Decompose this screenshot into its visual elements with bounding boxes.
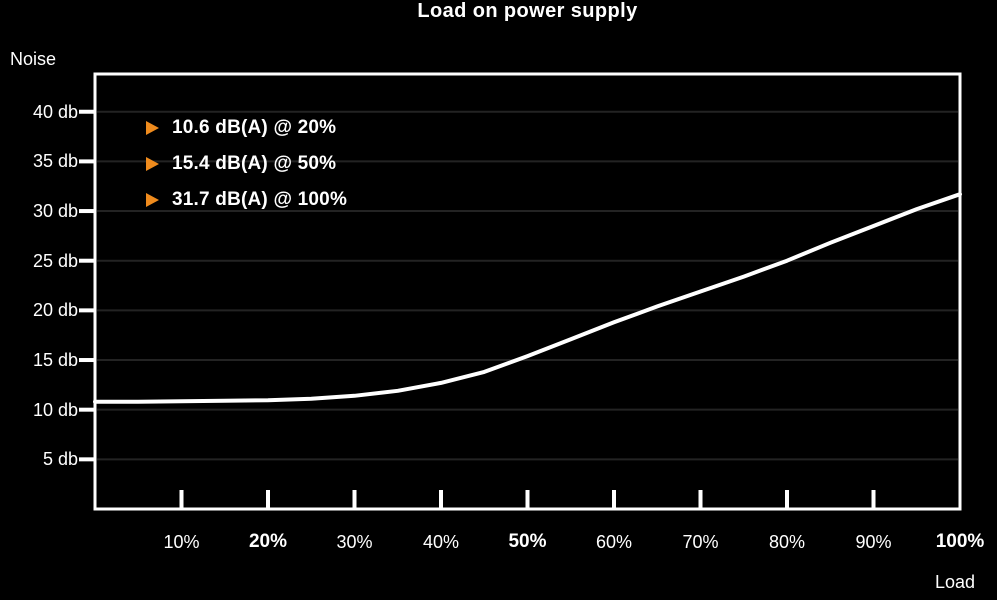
y-axis-label: 30 db xyxy=(32,201,78,222)
axis-box xyxy=(93,72,962,511)
legend-text: 31.7 dB(A) @ 100% xyxy=(172,189,348,210)
y-axis-label: 40 db xyxy=(32,101,78,122)
chart-title: Load on power supply xyxy=(417,0,638,22)
legend-item: 31.7 dB(A) @ 100% xyxy=(146,182,347,218)
legend: 10.6 dB(A) @ 20% 15.4 dB(A) @ 50% 31.7 dB(… xyxy=(146,110,347,218)
y-axis-label: 25 db xyxy=(32,250,78,271)
right-triangle-icon xyxy=(146,157,159,171)
legend-item: 10.6 dB(A) @ 20% xyxy=(146,110,347,146)
x-axis-label: 80% xyxy=(768,532,806,552)
x-axis-label: 10% xyxy=(163,532,200,552)
legend-text: 15.4 dB(A) @ 50% xyxy=(172,153,337,174)
x-axis-title: Load xyxy=(934,572,975,592)
x-axis-label: 40% xyxy=(422,532,460,552)
noise-curve xyxy=(93,192,962,404)
y-axis-label: 5 db xyxy=(42,449,78,470)
x-axis-label: 50% xyxy=(508,531,547,552)
x-axis-label: 70% xyxy=(682,532,719,552)
x-axis-label: 30% xyxy=(336,532,373,552)
x-axis-label: 90% xyxy=(855,532,892,552)
legend-item: 15.4 dB(A) @ 50% xyxy=(146,146,347,182)
y-axis-label: 35 db xyxy=(32,151,78,172)
legend-text: 10.6 dB(A) @ 20% xyxy=(172,117,337,138)
y-axis-label: 15 db xyxy=(32,350,78,371)
y-axis-label: 10 db xyxy=(32,399,78,420)
x-axis-label: 60% xyxy=(595,532,633,552)
y-axis-label: 20 db xyxy=(32,300,78,321)
x-axis-label: 20% xyxy=(248,531,288,552)
right-triangle-icon xyxy=(146,121,159,135)
y-axis-title: Noise xyxy=(10,49,57,69)
right-triangle-icon xyxy=(146,193,159,207)
x-axis-label: 100% xyxy=(935,531,985,552)
